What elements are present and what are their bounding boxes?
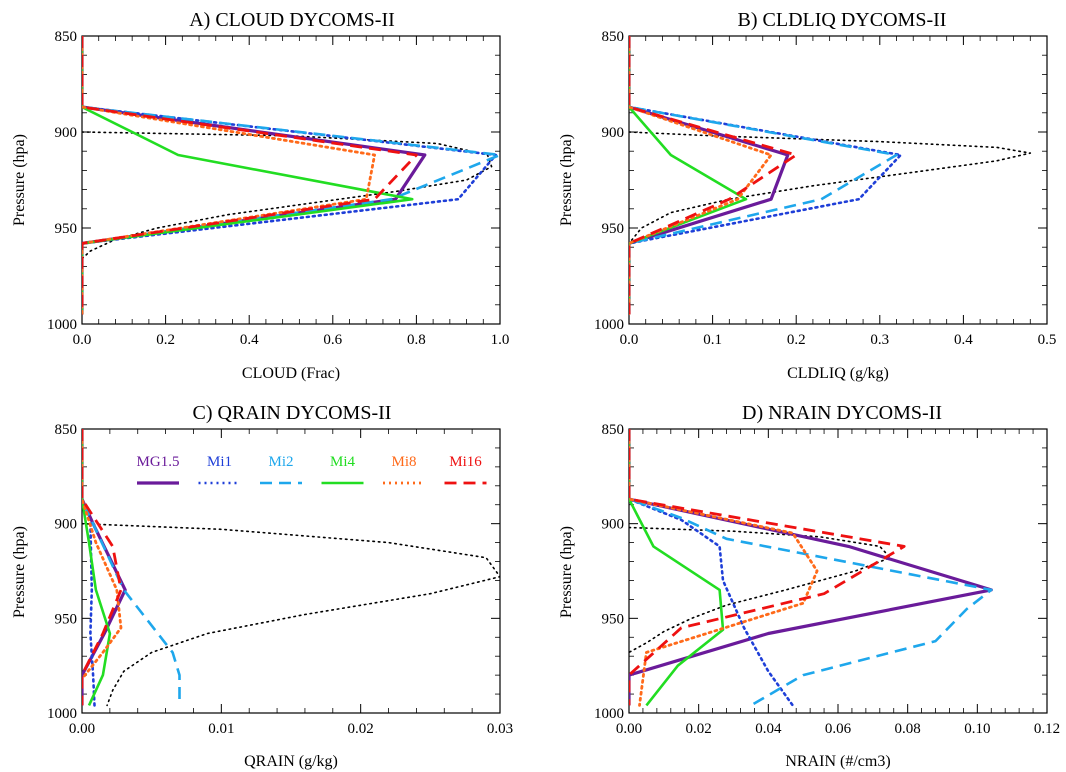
panel-c-xlabel: QRAIN (g/kg) (244, 753, 338, 770)
panel-d-xtick-label: 0.08 (895, 721, 921, 737)
panel-d-xtick-label: 0.10 (964, 721, 990, 737)
panel-b-series-mi4 (629, 36, 748, 315)
panel-b-series-mg1-5 (629, 36, 790, 315)
panel-c-ylabel: Pressure (hpa) (11, 526, 28, 618)
panel-b-xtick-label: 0.3 (870, 332, 889, 348)
panel-b-plot: 0.0 0.1 0.2 0.3 0.4 0.5 850 900 950 1000 (594, 29, 1056, 348)
panel-b-frame (628, 35, 1048, 325)
panel-b-series-mi1 (629, 36, 902, 316)
panel-c-series-mg1-5 (82, 429, 127, 706)
panel-b-ytick-label: 850 (602, 29, 625, 45)
panel-b-series-mi2 (629, 36, 898, 315)
panel-d-xtick-label: 0.02 (686, 721, 712, 737)
panel-a-series-mg1-5 (82, 36, 427, 315)
panel-d-xtick-label: 0.04 (755, 721, 782, 737)
panel-d-ytick-label: 900 (602, 517, 625, 533)
panel-a-xtick-label: 0.6 (323, 332, 342, 348)
panel-c-series-mi4 (82, 429, 112, 706)
panel-b-ytick-label: 1000 (594, 317, 624, 333)
panel-c-ytick-label: 1000 (47, 706, 77, 722)
panel-b-xtick-label: 0.4 (954, 332, 973, 348)
panel-a: A) CLOUD DYCOMS-II 0.0 0.2 0.4 0.6 0.8 1.0 850… (11, 9, 509, 382)
panel-c-frame (81, 428, 501, 714)
panel-a-ylabel: Pressure (hpa) (11, 134, 28, 226)
panel-a-series-mi16 (82, 36, 418, 315)
panel-b-xtick-label: 0.2 (787, 332, 806, 348)
panel-a-series-les (82, 131, 493, 260)
panel-a-ytick-label: 1000 (47, 317, 77, 333)
legend-label-mg1-5: MG1.5 (137, 454, 180, 470)
panel-b: B) CLDLIQ DYCOMS-II 0.0 0.1 0.2 0.3 0.4 0.5 85… (558, 9, 1056, 382)
panel-b-series-mi16 (629, 36, 798, 315)
legend-label-mi2: Mi2 (268, 454, 293, 470)
panel-b-ytick-label: 900 (602, 125, 625, 141)
panel-a-xtick-label: 0.8 (407, 332, 426, 348)
panel-b-ytick-label: 950 (602, 221, 625, 237)
panel-a-series-mi8 (82, 36, 376, 316)
panel-c-ytick-label: 850 (55, 422, 78, 438)
panel-c-title: C) QRAIN DYCOMS-II (193, 402, 392, 424)
panel-b-series-mi8 (629, 36, 773, 316)
panel-d-ytick-label: 1000 (594, 706, 624, 722)
panel-d-series-mi4 (629, 429, 725, 707)
panel-c-series-les (82, 522, 500, 707)
panel-a-frame (81, 35, 501, 325)
panel-a-ytick-label: 900 (55, 125, 78, 141)
legend-label-mi4: Mi4 (330, 454, 356, 470)
panel-b-xtick-label: 0.1 (703, 332, 722, 348)
panel-b-series-group (629, 36, 1032, 316)
panel-c-ytick-label: 950 (55, 611, 78, 627)
panel-a-ytick-label: 850 (55, 29, 78, 45)
legend-label-mi1: Mi1 (207, 454, 232, 470)
panel-d-xtick-label: 0.06 (825, 721, 852, 737)
panel-d-series-mi1 (629, 429, 794, 707)
panel-a-series-group (82, 36, 500, 316)
panel-a-xtick-label: 0.0 (73, 332, 92, 348)
panel-b-title: B) CLDLIQ DYCOMS-II (738, 9, 947, 31)
panel-c-xtick-label: 0.03 (487, 721, 513, 737)
panel-c-xtick-label: 0.02 (348, 721, 374, 737)
panel-d-series-mi8 (629, 429, 819, 707)
panel-c-series-mi1 (82, 429, 96, 707)
panel-d-ylabel: Pressure (hpa) (558, 526, 575, 618)
panel-b-series-les (629, 131, 1032, 245)
panel-a-xtick-label: 0.4 (240, 332, 259, 348)
panel-d-title: D) NRAIN DYCOMS-II (742, 402, 942, 424)
panel-d-series-mi16 (629, 429, 906, 706)
panel-a-ytick-label: 950 (55, 221, 78, 237)
panel-c-series-group (82, 429, 500, 707)
panel-c: C) QRAIN DYCOMS-II 0.00 0.01 0.02 0.03 850 90… (11, 402, 513, 770)
panel-d-xlabel: NRAIN (#/cm3) (785, 753, 890, 770)
panel-d-series-group (629, 429, 993, 707)
panel-d: D) NRAIN DYCOMS-II 0.00 0.02 0.04 0.06 0.08 0… (558, 402, 1060, 770)
panel-c-xtick-label: 0.01 (208, 721, 234, 737)
panel-d-ytick-label: 950 (602, 611, 625, 627)
panel-c-series-mi8 (82, 429, 123, 681)
panel-b-xtick-label: 0.0 (620, 332, 639, 348)
panel-a-plot: 0.0 0.2 0.4 0.6 0.8 1.0 850 900 950 1000 (47, 29, 509, 348)
panel-c-plot: 0.00 0.01 0.02 0.03 850 900 950 1000 MG1.5 Mi1 Mi2… (47, 422, 513, 737)
legend-label-mi8: Mi8 (391, 454, 416, 470)
panel-a-series-mi1 (82, 36, 498, 316)
panel-a-xlabel: CLOUD (Frac) (242, 365, 340, 382)
panel-a-series-mi4 (82, 36, 414, 315)
panel-d-series-mi2 (629, 429, 993, 707)
panel-c-ytick-label: 900 (55, 517, 78, 533)
panel-a-xtick-label: 0.2 (156, 332, 175, 348)
panel-d-xtick-label: 0.12 (1034, 721, 1060, 737)
panel-b-xlabel: CLDLIQ (g/kg) (787, 365, 889, 382)
panel-d-xtick-label: 0.00 (616, 721, 642, 737)
panel-d-ytick-label: 850 (602, 422, 625, 438)
panel-a-title: A) CLOUD DYCOMS-II (189, 9, 395, 31)
panel-b-xtick-label: 0.5 (1038, 332, 1057, 348)
panel-c-xtick-label: 0.00 (69, 721, 95, 737)
panel-c-series-mi2 (82, 429, 181, 706)
panel-d-plot: 0.00 0.02 0.04 0.06 0.08 0.10 0.12 850 900 950 100… (594, 422, 1060, 737)
legend-label-mi16: Mi16 (449, 454, 482, 470)
panel-b-ylabel: Pressure (hpa) (558, 134, 575, 226)
panel-a-xtick-label: 1.0 (491, 332, 510, 348)
